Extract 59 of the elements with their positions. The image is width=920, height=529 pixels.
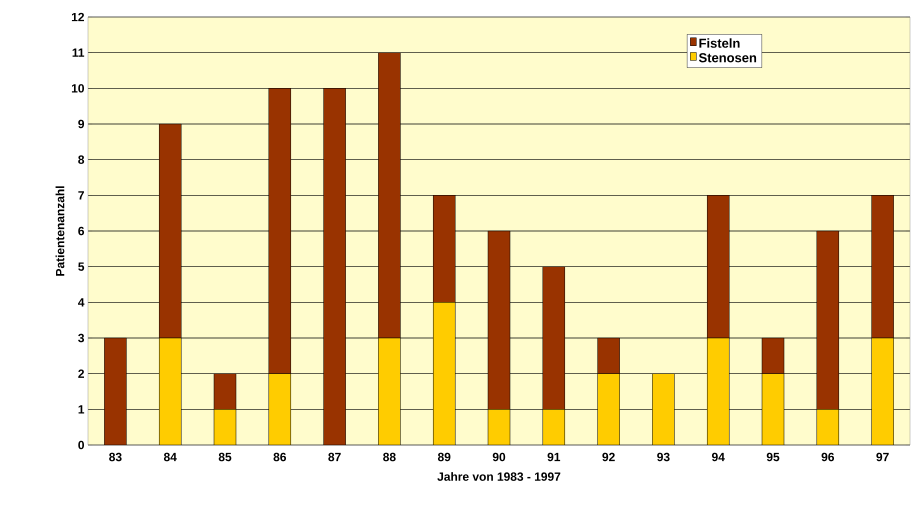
x-tick-label: 84 — [164, 452, 177, 462]
bar — [323, 88, 346, 445]
bar — [542, 266, 566, 410]
x-tick-label: 95 — [766, 452, 780, 462]
bar — [432, 195, 456, 303]
bar — [871, 338, 894, 445]
bar — [816, 409, 840, 445]
x-tick-label: 94 — [712, 452, 725, 462]
y-tick-label: 11 — [72, 48, 84, 57]
bar — [214, 409, 236, 445]
bar — [816, 230, 840, 410]
bar — [158, 124, 182, 338]
bar — [762, 338, 784, 374]
bar — [706, 195, 730, 338]
y-tick-label: 12 — [72, 12, 84, 22]
bar — [378, 52, 401, 338]
x-tick-label: 87 — [328, 452, 341, 462]
bar — [158, 338, 182, 445]
bar — [762, 373, 784, 445]
bar — [597, 338, 620, 374]
bar — [871, 195, 894, 338]
bar — [488, 230, 510, 410]
x-tick-label: 85 — [218, 452, 232, 462]
legend-label: Stenosen — [698, 53, 756, 62]
x-tick-label: 89 — [438, 452, 450, 462]
bar — [104, 338, 127, 445]
x-axis-title: Jahre von 1983 - 1997 — [437, 472, 560, 481]
y-tick-label: 5 — [78, 262, 84, 271]
y-tick-label: 9 — [78, 120, 84, 128]
x-tick-label: 86 — [274, 452, 286, 462]
y-tick-label: 10 — [72, 84, 84, 93]
x-tick-label: 92 — [602, 452, 615, 462]
bar — [652, 373, 675, 445]
x-tick-label: 91 — [548, 452, 560, 462]
y-tick-label: 1 — [78, 405, 84, 414]
legend-label: Fisteln — [699, 38, 740, 48]
y-tick-label: 0 — [78, 440, 84, 450]
y-tick-label: 6 — [78, 226, 84, 236]
bar — [706, 338, 730, 445]
y-tick-label: 8 — [78, 155, 84, 164]
x-tick-label: 88 — [383, 452, 396, 462]
x-tick-label: 97 — [876, 452, 889, 462]
y-tick-label: 4 — [78, 298, 84, 306]
x-tick-label: 83 — [109, 452, 122, 462]
bar — [432, 302, 456, 445]
x-tick-label: 90 — [492, 452, 506, 462]
bar — [268, 373, 292, 445]
y-tick-label: 7 — [78, 191, 84, 200]
bar — [597, 373, 620, 445]
y-tick-label: 2 — [78, 369, 84, 378]
x-tick-label: 93 — [657, 452, 670, 462]
bar — [542, 409, 566, 445]
x-tick-label: 96 — [822, 452, 834, 462]
bar — [268, 88, 292, 374]
bar — [378, 338, 401, 445]
bar — [488, 409, 510, 445]
bar — [214, 373, 236, 410]
y-tick-label: 3 — [78, 334, 84, 342]
y-axis-title: Patientenanzahl — [56, 186, 64, 276]
